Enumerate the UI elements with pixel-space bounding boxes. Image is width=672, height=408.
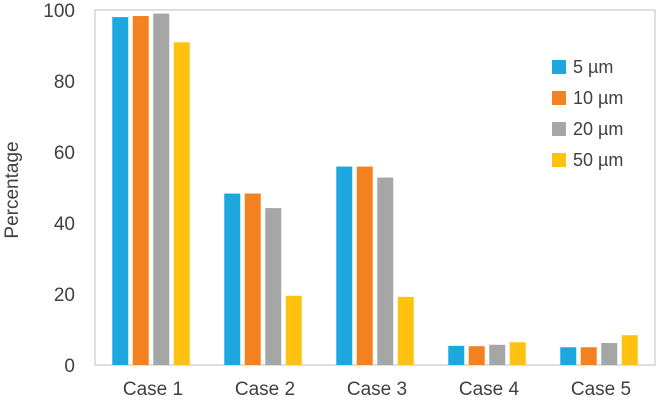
x-tick-label: Case 1 <box>123 379 183 400</box>
bar-4-series-4 <box>509 342 526 365</box>
bar-5-series-3 <box>601 342 618 365</box>
y-tick-label: 60 <box>54 143 75 164</box>
bar-1-series-1 <box>112 17 129 365</box>
bar-1-series-3 <box>153 13 170 366</box>
legend-swatch <box>552 122 566 136</box>
plot-border <box>94 9 656 366</box>
x-axis: Case 1 Case 2 Case 3 Case 4 Case 5 <box>123 379 631 400</box>
bar-3-series-2 <box>356 166 373 365</box>
legend-label: 10 µm <box>573 88 623 108</box>
legend: 5 µm 10 µm 20 µm 50 µm <box>552 57 623 170</box>
legend-swatch <box>552 91 566 105</box>
bar-2-series-3 <box>265 208 282 365</box>
legend-label: 5 µm <box>573 57 613 77</box>
y-tick-label: 20 <box>54 285 75 306</box>
x-tick-label: Case 5 <box>571 379 631 400</box>
x-tick-label: Case 4 <box>459 379 520 400</box>
bar-4-series-2 <box>468 346 485 365</box>
bar-2-series-2 <box>244 193 261 365</box>
bar-5-series-2 <box>580 347 597 365</box>
legend-label: 20 µm <box>573 119 623 139</box>
x-tick-label: Case 2 <box>235 379 295 400</box>
y-axis: 0 20 40 60 80 100 <box>43 1 75 377</box>
bar-5-series-4 <box>621 335 638 365</box>
bar-1-series-2 <box>132 16 149 365</box>
y-tick-label: 40 <box>54 214 75 235</box>
legend-label: 50 µm <box>573 150 623 170</box>
legend-swatch <box>552 153 566 167</box>
bar-2-series-1 <box>224 193 241 365</box>
bar-3-series-4 <box>397 296 414 365</box>
bar-4-series-1 <box>448 345 465 365</box>
y-tick-label: 80 <box>54 72 75 93</box>
bars-group <box>112 13 638 366</box>
bar-3-series-3 <box>377 177 394 365</box>
legend-swatch <box>552 60 566 74</box>
y-tick-label: 0 <box>64 356 75 377</box>
x-tick-label: Case 3 <box>347 379 407 400</box>
y-tick-label: 100 <box>43 1 75 22</box>
bar-2-series-4 <box>285 295 302 365</box>
bar-4-series-3 <box>489 344 506 365</box>
bar-3-series-1 <box>336 166 353 365</box>
bar-5-series-1 <box>560 347 577 365</box>
y-axis-title: Percentage <box>2 141 23 238</box>
bar-1-series-4 <box>173 42 190 366</box>
plot-area <box>94 9 656 366</box>
